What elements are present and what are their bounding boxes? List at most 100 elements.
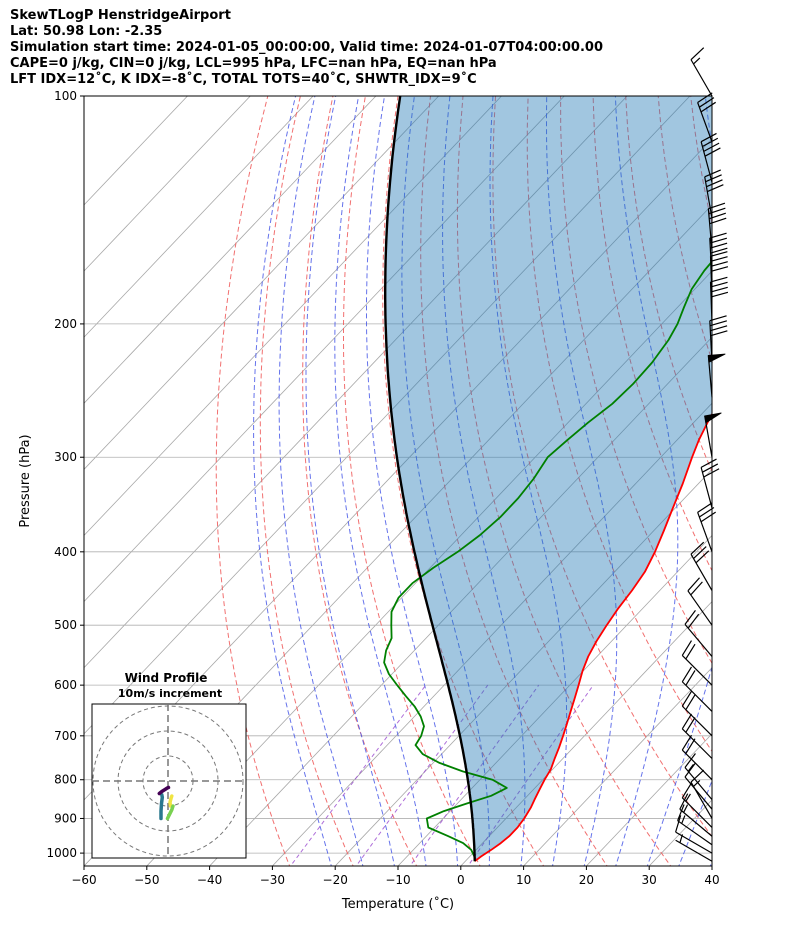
wind-barb-full [685,738,696,754]
wind-barb-full [704,169,721,178]
title-times: Simulation start time: 2024-01-05_00:00:… [10,40,603,55]
x-tick-label: −50 [134,873,159,887]
isotherm-line [84,96,440,470]
dry-adiabat-line [788,96,794,869]
wind-barb [684,762,713,810]
wind-barb-full [710,286,728,293]
mixing-ratio-line [289,684,427,866]
wind-barb-full [705,174,722,183]
wind-barb-full [675,815,682,833]
title-indices: LFT IDX=12˚C, K IDX=-8˚C, TOTAL TOTS=40˚… [10,72,477,87]
wind-barb [681,690,713,737]
moist-adiabat-line [366,96,459,866]
wind-barb-half [681,815,686,824]
y-tick-label: 300 [54,450,77,464]
isotherm-line [271,402,712,866]
moist-adiabat-line [740,96,794,869]
wind-barb-half [685,793,691,802]
moist-adiabat-line [442,96,526,866]
hodograph-plot [92,704,246,858]
wind-barb [681,782,713,828]
dry-adiabat-line [420,96,608,866]
dry-adiabat-line [592,96,712,572]
hodograph: Wind Profile 10m/s increment [91,671,247,859]
isotherm-line [334,468,712,866]
y-tick-label: 100 [54,89,77,103]
moist-adiabat-line [614,96,679,866]
wind-barb-shaft [697,512,713,553]
isotherm-line [84,96,565,603]
wind-barb-shaft [675,831,713,854]
wind-barb-full [710,325,728,332]
wind-barb-flag [704,412,722,424]
wind-barb-full [702,137,719,148]
wind-barb [675,815,713,854]
x-axis-ticks: −60 −50 −40 −30 −20 −10 0 10 20 30 40 [71,866,720,887]
wind-barb-shaft [707,208,713,251]
wind-barb-shaft [681,655,713,686]
wind-barb-shaft [684,767,713,801]
wind-barb-shaft [704,176,713,219]
title-station: SkewTLogP HenstridgeAirport [10,8,231,23]
wind-barb-full [681,734,693,751]
wind-barb-full [681,690,693,707]
wind-barb-shaft [684,623,713,657]
dry-adiabat-line [456,96,672,866]
wind-barb-shaft [679,808,713,837]
wind-barb-full [706,179,723,188]
isotherm-line [772,79,794,869]
wind-barb-half [687,763,694,772]
wind-barb-full [687,577,700,592]
isotherm-line [84,96,628,669]
isotherm-line [209,336,712,866]
isotherm-line [397,534,712,866]
moist-adiabat-line [305,96,395,866]
wind-barb-full [710,251,728,257]
wind-barb-shaft [677,820,713,846]
dry-adiabat-line [259,96,354,866]
hodograph-segment [165,804,175,821]
wind-barb-full [703,142,720,152]
y-tick-label: 1000 [46,846,77,860]
wind-barb-shaft [681,749,713,781]
moist-adiabat-line [401,96,490,866]
dewpoint-line [383,260,712,862]
wind-barb [681,666,713,712]
wind-barb-full [681,713,693,730]
title-block: SkewTLogP HenstridgeAirport Lat: 50.98 L… [10,8,790,88]
isotherm-line [84,96,691,735]
wind-barb-full [687,613,700,629]
dry-adiabat-line [492,96,712,838]
moist-adiabat-line [334,96,427,866]
wind-barb [704,412,722,458]
wind-barb-shaft [684,776,713,810]
wind-barb-full [684,762,696,778]
wind-barb [700,458,720,509]
wind-barb-full [704,147,721,157]
y-tick-label: 700 [54,729,77,743]
wind-barb-full [709,232,727,239]
x-tick-label: −10 [385,873,410,887]
y-tick-label: 500 [54,618,77,632]
wind-barb-full [710,281,728,288]
wind-barb [684,610,713,657]
wind-barb-shaft [690,59,713,97]
wind-barb-shaft [681,681,713,712]
wind-barb-full [708,202,726,210]
wind-barb-full [710,330,728,337]
isotherm-line [84,96,314,338]
wind-barb [681,713,713,759]
wind-barb-full [710,242,728,249]
x-tick-label: −20 [323,873,348,887]
wind-barb-full [690,541,705,555]
x-tick-label: 40 [704,873,719,887]
wind-barb [690,541,713,591]
cin-shading [385,96,712,862]
wind-barb [681,734,713,781]
wind-barb-full [709,320,727,327]
wind-barb-full [702,463,719,473]
mixing-ratio-line [409,684,540,866]
wind-barb-full [690,581,703,596]
wind-barb-full [697,502,713,513]
